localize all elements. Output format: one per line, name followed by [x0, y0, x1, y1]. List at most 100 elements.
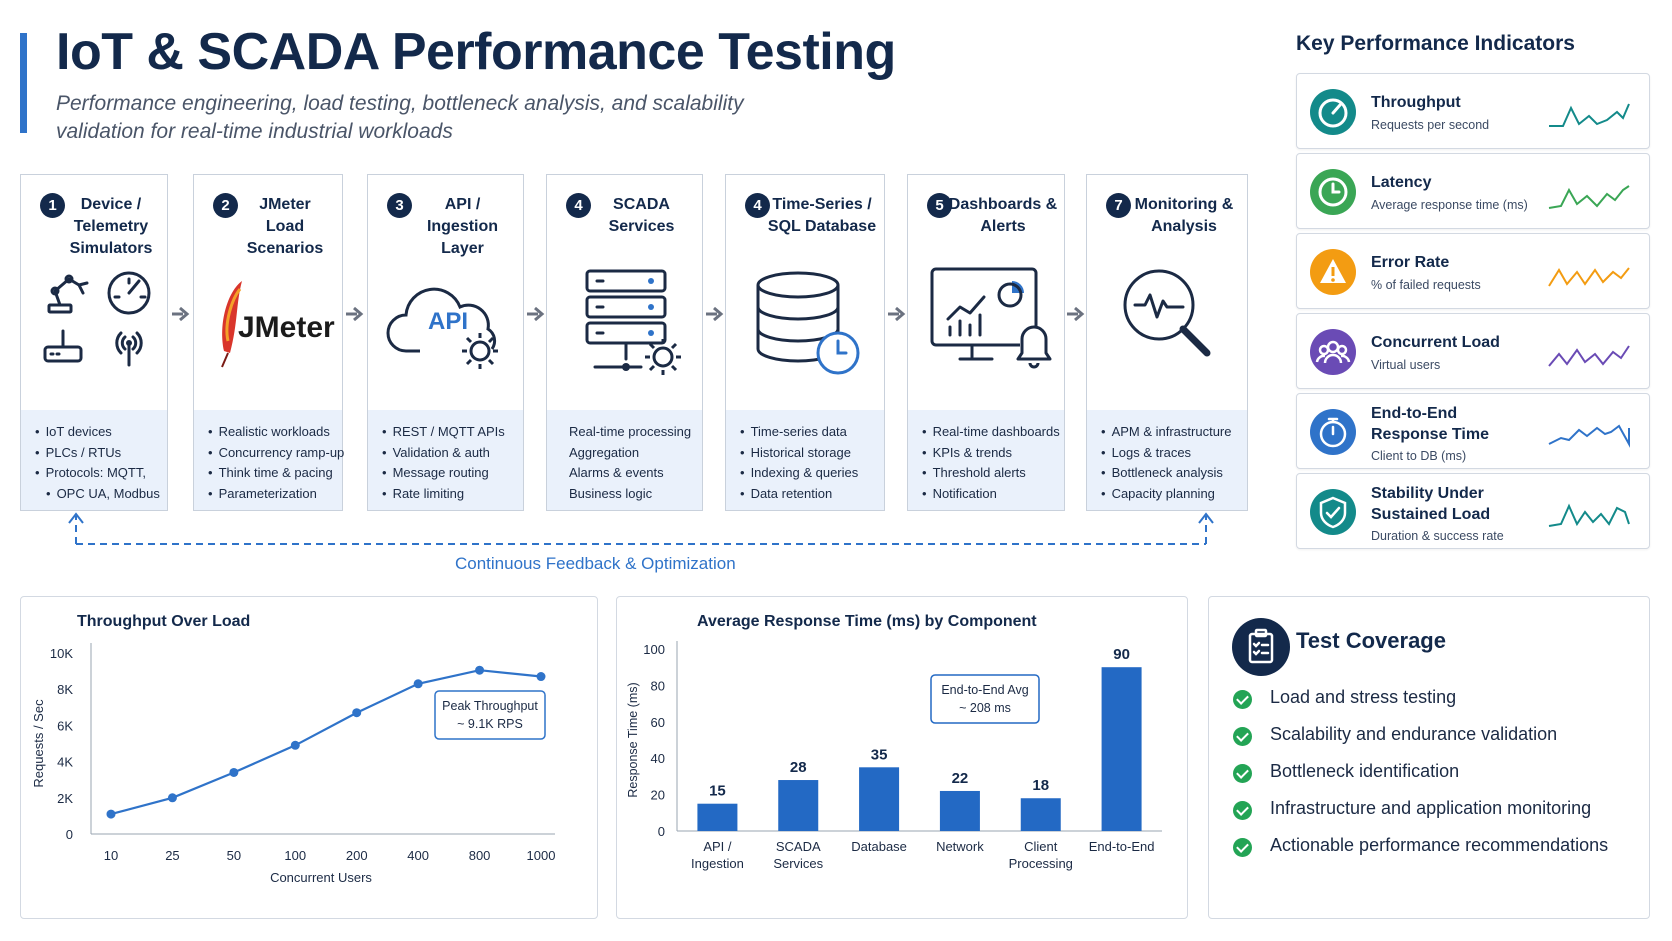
flow-arrow-icon — [1067, 306, 1085, 322]
kpi-description: Virtual users — [1371, 358, 1441, 372]
x-tick-label: 800 — [469, 848, 491, 863]
x-tick-label: Network — [936, 839, 984, 854]
feedback-loop-line — [68, 512, 1214, 545]
stage-feature-list: IoT devices PLCs / RTUs Protocols: MQTT,… — [21, 410, 167, 510]
kpi-name: Error Rate — [1371, 254, 1450, 271]
stage-title: SCADA Services — [608, 196, 675, 235]
stage-number: 1 — [40, 193, 65, 218]
list-item: APM & infrastructure — [1101, 422, 1247, 443]
check-circle-icon — [1233, 801, 1252, 820]
stage-feature-list: REST / MQTT APIs Validation & auth Messa… — [368, 410, 523, 510]
y-tick-label: 40 — [651, 751, 665, 766]
shield-check-icon — [1310, 489, 1356, 535]
stopwatch-icon — [1310, 409, 1356, 455]
stage-number: 5 — [927, 193, 952, 218]
kpi-card-stability: Stability Under Sustained Load Duration … — [1296, 473, 1650, 549]
list-item: Real-time dashboards — [922, 422, 1064, 443]
y-tick-label: 0 — [658, 824, 665, 839]
bar-value-label: 90 — [1113, 646, 1130, 663]
list-item: Historical storage — [740, 443, 884, 464]
x-tick-label: 25 — [165, 848, 179, 863]
stage-number: 7 — [1106, 193, 1131, 218]
kpi-description: Average response time (ms) — [1371, 198, 1528, 212]
list-item: Parameterization — [208, 484, 342, 505]
y-tick-label: 8K — [57, 682, 73, 697]
page-subtitle: Performance engineering, load testing, b… — [56, 92, 744, 143]
bar — [939, 790, 980, 831]
list-item: Protocols: MQTT, — [35, 463, 167, 484]
stage-dashboards-alerts: 5 Dashboards & Alerts Real-time dashboar… — [907, 174, 1065, 511]
list-item: Data retention — [740, 484, 884, 505]
y-tick-label: 4K — [57, 755, 73, 770]
kpi-section-title: Key Performance Indicators — [1296, 32, 1575, 55]
stage-feature-list: Real-time dashboards KPIs & trends Thres… — [908, 410, 1064, 510]
stage-feature-list: Realistic workloads Concurrency ramp-up … — [194, 410, 345, 510]
coverage-item: Scalability and endurance validation — [1270, 724, 1558, 744]
api-text: API — [428, 308, 468, 335]
list-item: Concurrency ramp-up — [208, 443, 345, 464]
annotation-box — [930, 674, 1040, 724]
x-tick-label: Database — [851, 839, 907, 854]
x-tick-label: Ingestion — [691, 856, 744, 871]
stage-title: API / Ingestion Layer — [426, 196, 499, 257]
coverage-title: Test Coverage — [1296, 628, 1446, 653]
kpi-card-end-to-end: End-to-End Response Time Client to DB (m… — [1296, 393, 1650, 469]
list-item: Logs & traces — [1101, 443, 1247, 464]
x-axis-label: Concurrent Users — [270, 870, 372, 885]
list-item: Business logic — [569, 485, 653, 501]
check-circle-icon — [1233, 690, 1252, 709]
kpi-card-concurrent-load: Concurrent Load Virtual users — [1296, 313, 1650, 389]
x-tick-label: Services — [773, 856, 823, 871]
data-point — [536, 672, 546, 682]
list-item: IoT devices — [35, 422, 167, 443]
kpi-card-throughput: Throughput Requests per second — [1296, 73, 1650, 149]
stage-monitoring-analysis: 7 Monitoring & Analysis APM & infrastruc… — [1086, 174, 1248, 511]
kpi-name: Stability Under Sustained Load — [1371, 485, 1491, 523]
list-item: Indexing & queries — [740, 463, 884, 484]
list-item: Rate limiting — [382, 484, 523, 505]
stage-number: 4 — [566, 193, 591, 218]
bar — [1020, 798, 1061, 831]
x-tick-label: End-to-End — [1089, 839, 1155, 854]
clipboard-checklist-icon — [1232, 618, 1290, 676]
stage-title: Dashboards & Alerts — [948, 196, 1058, 235]
check-circle-icon — [1233, 838, 1252, 857]
kpi-sparkline — [1548, 503, 1630, 527]
kpi-description: % of failed requests — [1371, 278, 1481, 292]
list-item: Realistic workloads — [208, 422, 342, 443]
server-gear-icon — [547, 263, 702, 403]
coverage-item: Infrastructure and application monitorin… — [1270, 798, 1592, 818]
annotation-box — [434, 690, 546, 740]
dashboard-bell-icon — [908, 263, 1064, 403]
list-item: Aggregation — [569, 444, 640, 460]
y-tick-label: 60 — [651, 715, 665, 730]
data-point — [413, 679, 423, 689]
throughput-series-line — [110, 669, 542, 816]
data-point — [352, 708, 362, 718]
chart-title: Throughput Over Load — [77, 613, 251, 630]
x-tick-label: SCADA — [776, 839, 821, 854]
stage-number: 2 — [213, 193, 238, 218]
x-tick-label: Processing — [1009, 856, 1073, 871]
coverage-item: Load and stress testing — [1270, 687, 1457, 707]
x-tick-label: 400 — [407, 848, 429, 863]
coverage-item: Bottleneck identification — [1270, 761, 1460, 781]
kpi-description: Client to DB (ms) — [1371, 449, 1467, 463]
title-accent-bar — [20, 33, 27, 133]
data-point — [290, 740, 300, 750]
kpi-card-latency: Latency Average response time (ms) — [1296, 153, 1650, 229]
clock-icon — [1310, 169, 1356, 215]
throughput-chart-panel: Throughput Over Load 0 2K 4K 6K 8K 10K 10 25 50 1… — [20, 596, 598, 919]
stage-scada-services: 4 SCADA Services Real-t — [546, 174, 703, 511]
kpi-sparkline — [1549, 103, 1630, 127]
stage-title: Device / Telemetry Simulators — [69, 196, 153, 257]
stage-title: Time-Series / SQL Database — [767, 196, 877, 235]
test-coverage-panel — [1208, 596, 1650, 919]
stage-device-simulators: 1 Device / Telemetry Simulators — [20, 174, 168, 511]
stage-database: 4 Time-Series / SQL Database Time-series… — [725, 174, 885, 511]
flow-arrow-icon — [527, 306, 545, 322]
kpi-name: Concurrent Load — [1371, 334, 1500, 351]
list-item: Message routing — [382, 463, 523, 484]
stage-title: JMeter Load Scenarios — [246, 196, 324, 257]
list-item: REST / MQTT APIs — [382, 422, 523, 443]
